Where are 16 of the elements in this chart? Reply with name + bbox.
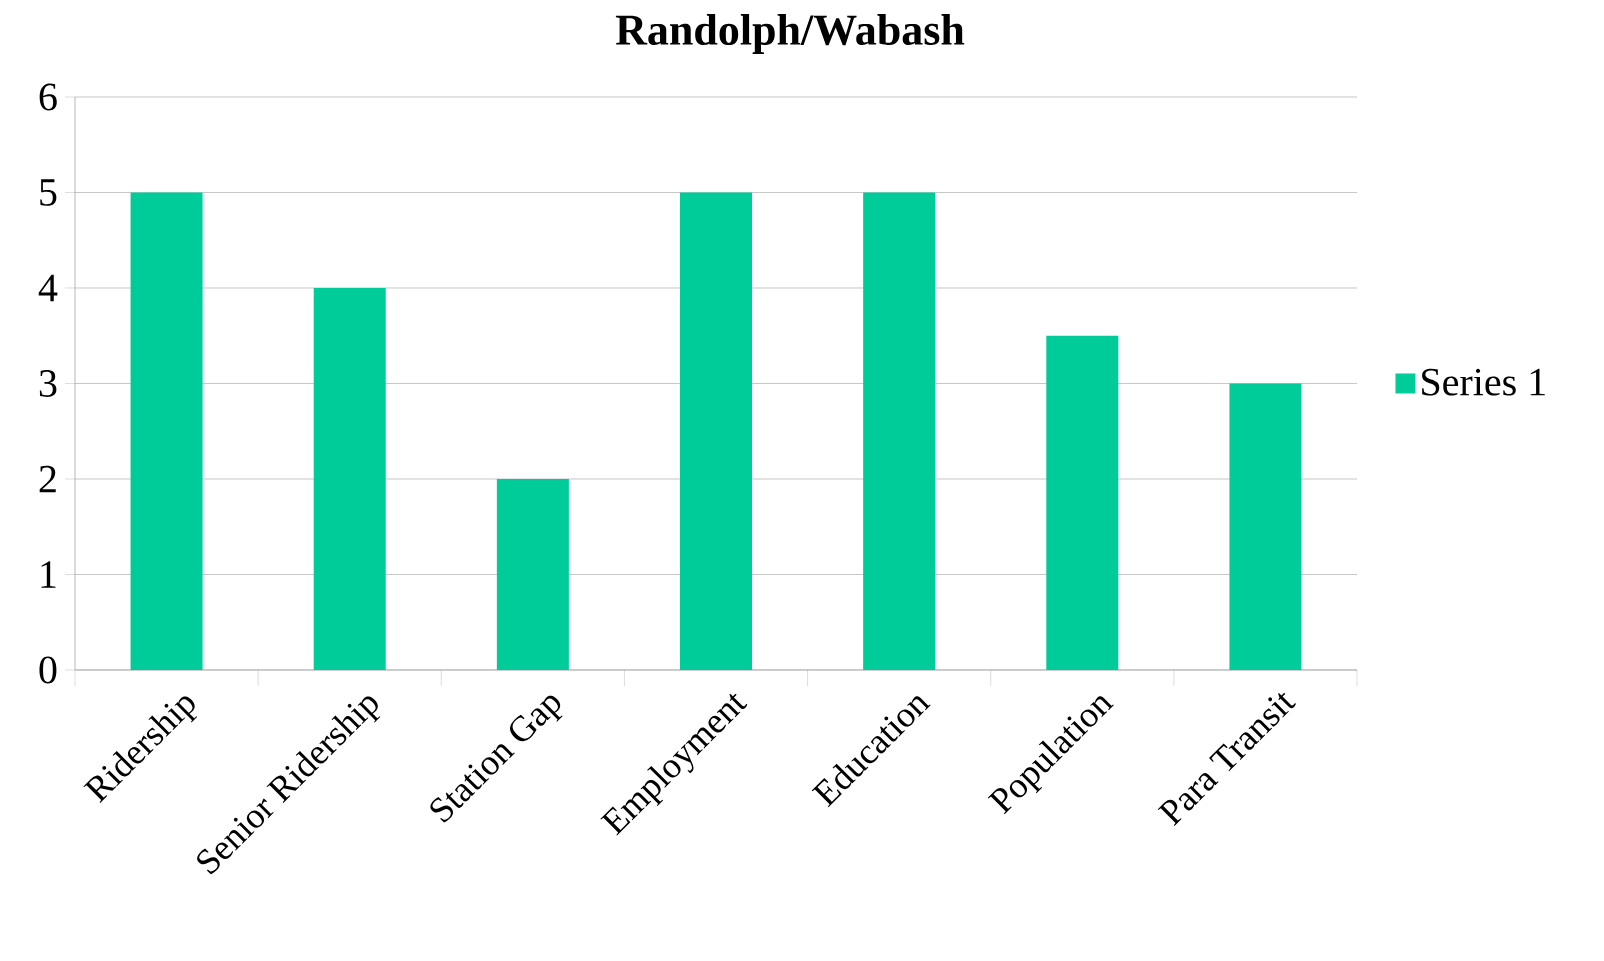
bar bbox=[863, 192, 936, 670]
bar bbox=[496, 478, 569, 670]
y-tick-label: 1 bbox=[41, 561, 56, 588]
y-tick-label: 3 bbox=[39, 370, 57, 397]
y-tick-label: 0 bbox=[39, 656, 57, 684]
bar bbox=[680, 192, 753, 670]
y-tick-label: 5 bbox=[40, 179, 57, 206]
bar bbox=[1229, 383, 1302, 670]
y-tick-label: 4 bbox=[38, 274, 58, 302]
bar bbox=[130, 192, 203, 670]
y-tick-label: 2 bbox=[39, 465, 56, 493]
chart-title: Randolph/Wabash bbox=[615, 14, 965, 54]
y-tick-label: 6 bbox=[39, 83, 57, 111]
legend-label: Series 1 bbox=[1422, 368, 1545, 396]
bar bbox=[313, 287, 386, 670]
bar bbox=[1046, 335, 1119, 670]
